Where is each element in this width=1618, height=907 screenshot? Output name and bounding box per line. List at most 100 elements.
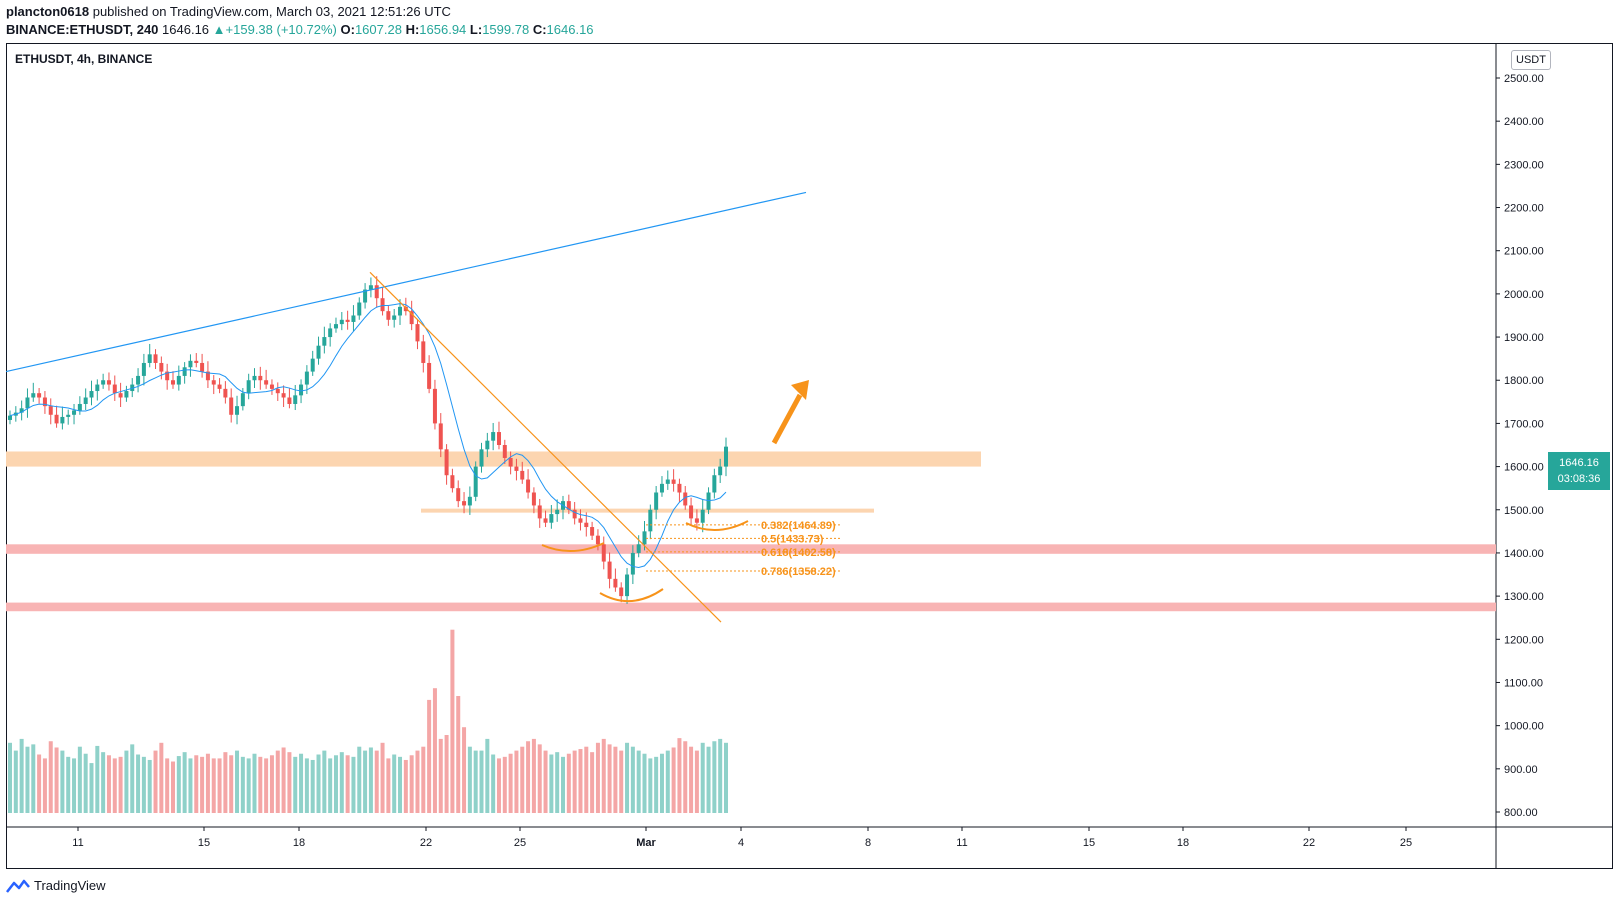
- x-tick-label: 15: [1083, 837, 1095, 849]
- volume-bar: [83, 753, 88, 813]
- candle-body: [572, 509, 577, 519]
- volume-bar: [625, 742, 630, 813]
- y-tick-label: 2200.00: [1504, 203, 1544, 215]
- volume-bar: [19, 738, 24, 813]
- candle-body: [462, 501, 467, 506]
- y-tick-label: 1300.00: [1504, 591, 1544, 603]
- tradingview-footer[interactable]: TradingView: [6, 878, 106, 893]
- volume-bar: [136, 754, 141, 813]
- candle-body: [211, 380, 216, 385]
- candle-body: [543, 518, 548, 523]
- candle-body: [310, 358, 315, 372]
- volume-bar: [380, 742, 385, 813]
- y-tick-label: 2000.00: [1504, 289, 1544, 301]
- volume-bar: [467, 746, 472, 813]
- candle-body: [584, 522, 589, 528]
- volume-bar: [217, 758, 222, 813]
- candle-body: [345, 319, 350, 322]
- volume-bar: [246, 758, 251, 813]
- y-tick-label: 2500.00: [1504, 73, 1544, 85]
- candle-body: [264, 380, 269, 385]
- currency-unit-button[interactable]: USDT: [1511, 50, 1551, 70]
- candle-body: [380, 298, 385, 312]
- candle-body: [724, 446, 728, 467]
- candle-body: [182, 367, 187, 376]
- volume-bar: [566, 753, 571, 813]
- y-tick-label: 800.00: [1504, 807, 1538, 819]
- candle-body: [432, 388, 437, 424]
- volume-bar: [37, 754, 42, 813]
- publish-info: plancton0618 published on TradingView.co…: [6, 4, 451, 19]
- price-change: ▲+159.38 (+10.72%): [212, 22, 337, 37]
- volume-bar: [258, 756, 263, 813]
- candle-body: [77, 403, 82, 411]
- fib-level-label: 0.618(1402.58): [761, 547, 836, 559]
- x-tick-label: 22: [1303, 837, 1315, 849]
- y-tick-label: 900.00: [1504, 764, 1538, 776]
- candle-body: [188, 360, 193, 368]
- y-tick-label: 1100.00: [1504, 677, 1543, 689]
- candle-body: [25, 397, 30, 409]
- volume-bar: [630, 746, 635, 813]
- volume-bar: [671, 747, 676, 813]
- candle-body: [95, 384, 100, 392]
- volume-bar: [118, 756, 123, 813]
- volume-bar: [287, 752, 292, 813]
- volume-bar: [368, 747, 373, 813]
- candle-body: [66, 414, 71, 417]
- candle-body: [368, 285, 373, 290]
- y-tick-label: 1500.00: [1504, 505, 1544, 517]
- volume-bar: [124, 750, 129, 813]
- candle-body: [700, 509, 705, 523]
- candle-body: [339, 319, 344, 325]
- support-zone-0: [6, 544, 1496, 554]
- candle-body: [531, 492, 536, 506]
- volume-bar: [531, 738, 536, 813]
- y-tick-label: 1000.00: [1504, 721, 1544, 733]
- y-tick-label: 1900.00: [1504, 332, 1544, 344]
- candle-body: [165, 371, 170, 381]
- volume-bar: [77, 746, 82, 813]
- candle-body: [89, 391, 94, 398]
- x-tick-label: 18: [293, 837, 305, 849]
- volume-bar: [491, 754, 496, 813]
- volume-bar: [223, 752, 228, 813]
- candle-body: [322, 337, 327, 346]
- candle-body: [8, 415, 12, 420]
- volume-bar: [590, 752, 595, 813]
- high-value: 1656.94: [419, 22, 467, 37]
- candle-body: [101, 380, 106, 385]
- x-tick-label: 18: [1177, 837, 1189, 849]
- volume-bar: [182, 752, 187, 813]
- volume-bar: [549, 754, 554, 813]
- volume-bar: [211, 758, 216, 813]
- candle-body: [456, 488, 461, 502]
- bottom-arc-left: [541, 542, 605, 553]
- volume-bar: [613, 746, 618, 813]
- candle-body: [491, 432, 496, 441]
- x-tick-label: 4: [738, 837, 744, 849]
- low-label: L:: [469, 22, 483, 37]
- candle-body: [200, 362, 205, 372]
- candle-body: [590, 527, 595, 536]
- volume-bar: [357, 746, 362, 813]
- last-price: 1646.16: [162, 22, 210, 37]
- price-chart[interactable]: 2500.00 2400.00 2300.00 2200.00 2100.00 2000.…: [6, 43, 1613, 869]
- volume-bar: [281, 747, 286, 813]
- volume-bar: [328, 758, 333, 813]
- volume-bar: [543, 750, 548, 813]
- author-name[interactable]: plancton0618: [6, 4, 90, 19]
- volume-bar: [485, 738, 490, 813]
- volume-bar: [514, 750, 519, 813]
- volume-bar: [712, 741, 717, 813]
- volume-bar: [141, 756, 146, 813]
- moving-average-line: [9, 303, 727, 569]
- volume-bar: [526, 741, 531, 813]
- candle-body: [654, 492, 659, 510]
- close-value: 1646.16: [546, 22, 594, 37]
- candle-body: [630, 552, 635, 575]
- volume-bar: [677, 738, 682, 813]
- candle-body: [258, 375, 263, 381]
- volume-bar: [130, 744, 135, 813]
- candle-body: [42, 397, 47, 407]
